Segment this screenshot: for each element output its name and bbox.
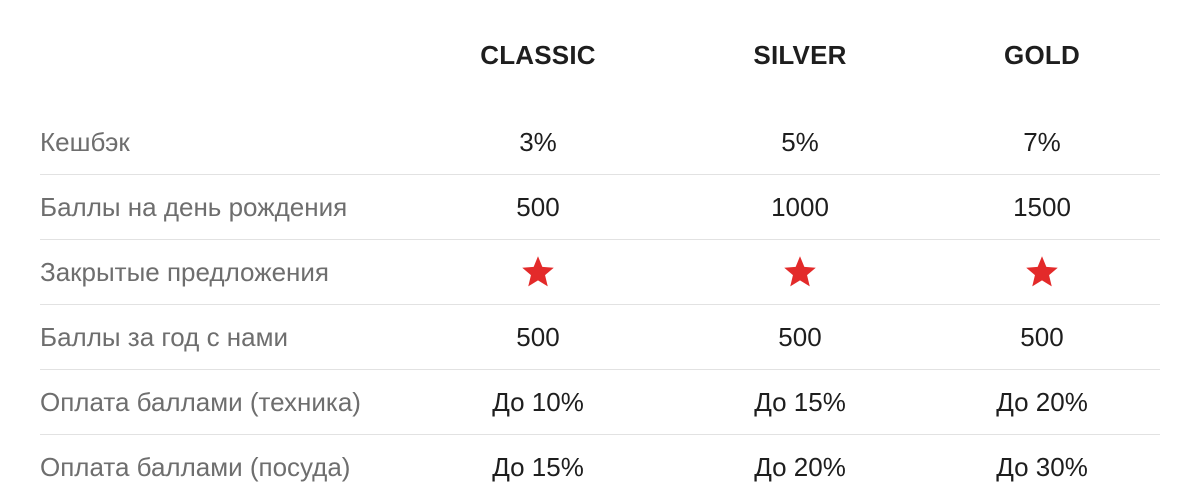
table-row-cashback: Кешбэк 3% 5% 7% — [40, 110, 1160, 175]
table-row-birthday-points: Баллы на день рождения 500 1000 1500 — [40, 175, 1160, 240]
cell-classic: До 10% — [492, 387, 584, 417]
loyalty-tier-comparison-table: CLASSIC SILVER GOLD Кешбэк 3% 5% 7% Балл… — [40, 0, 1160, 499]
cell-classic — [418, 240, 658, 304]
row-label: Кешбэк — [40, 127, 130, 157]
tier-header-classic: CLASSIC — [480, 40, 596, 70]
cell-classic: До 15% — [492, 452, 584, 482]
row-label: Баллы за год с нами — [40, 322, 289, 352]
star-icon — [782, 254, 818, 290]
star-icon — [1024, 254, 1060, 290]
table-header-row: CLASSIC SILVER GOLD — [40, 0, 1160, 110]
cell-classic: 500 — [516, 322, 560, 352]
cell-silver: До 15% — [754, 387, 846, 417]
cell-silver — [680, 240, 920, 304]
row-label: Закрытые предложения — [40, 257, 330, 287]
cell-gold: До 20% — [996, 387, 1088, 417]
table-row-pay-points-dishes: Оплата баллами (посуда) До 15% До 20% До… — [40, 435, 1160, 499]
cell-gold: 1500 — [1013, 192, 1071, 222]
cell-gold: 500 — [1020, 322, 1064, 352]
cell-gold: 7% — [1023, 127, 1061, 157]
table-row-pay-points-electronics: Оплата баллами (техника) До 10% До 15% Д… — [40, 370, 1160, 435]
tier-header-gold: GOLD — [1004, 40, 1080, 70]
cell-gold — [922, 240, 1162, 304]
star-icon — [520, 254, 556, 290]
cell-silver: 500 — [778, 322, 822, 352]
cell-silver: 5% — [781, 127, 819, 157]
row-label: Баллы на день рождения — [40, 192, 348, 222]
table-row-anniversary-points: Баллы за год с нами 500 500 500 — [40, 305, 1160, 370]
table-row-closed-offers: Закрытые предложения — [40, 240, 1160, 305]
cell-silver: До 20% — [754, 452, 846, 482]
cell-classic: 500 — [516, 192, 560, 222]
tier-header-silver: SILVER — [753, 40, 847, 70]
cell-gold: До 30% — [996, 452, 1088, 482]
cell-silver: 1000 — [771, 192, 829, 222]
row-label: Оплата баллами (посуда) — [40, 452, 351, 482]
cell-classic: 3% — [519, 127, 557, 157]
row-label: Оплата баллами (техника) — [40, 387, 361, 417]
